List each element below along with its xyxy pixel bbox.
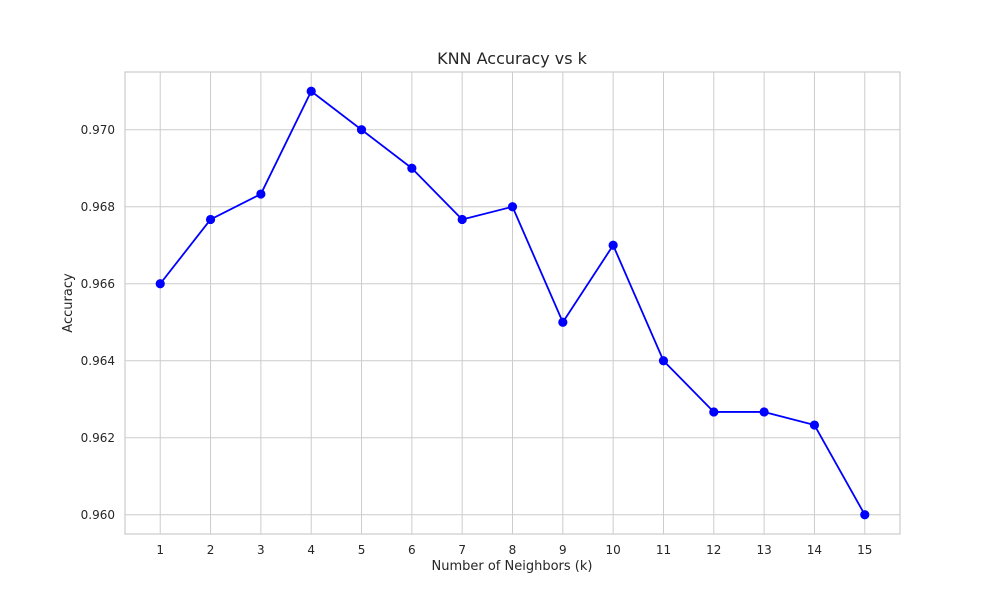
data-point — [608, 240, 618, 250]
x-tick-label: 14 — [807, 543, 822, 557]
y-tick-label: 0.962 — [81, 431, 115, 445]
data-point — [256, 189, 266, 199]
data-point — [507, 202, 518, 212]
grid — [125, 72, 900, 534]
y-axis: 0.960 0.962 0.964 0.966 0.968 0.970 — [81, 123, 115, 522]
x-axis: 1 2 3 4 5 6 7 8 9 10 11 12 13 14 15 — [156, 543, 872, 557]
x-tick-label: 7 — [458, 543, 466, 557]
y-tick-label: 0.964 — [81, 354, 115, 368]
data-point — [709, 407, 719, 417]
x-tick-label: 4 — [307, 543, 315, 557]
plot-frame — [124, 71, 901, 535]
y-tick-label: 0.966 — [81, 277, 115, 291]
x-axis-label: Number of Neighbors (k) — [432, 559, 593, 574]
x-tick-label: 9 — [559, 543, 567, 557]
x-tick-label: 13 — [756, 543, 771, 557]
data-point — [759, 407, 769, 417]
data-point — [457, 214, 467, 225]
x-tick-label: 5 — [358, 543, 366, 557]
data-point — [356, 125, 367, 135]
series — [155, 86, 870, 520]
chart-title: KNN Accuracy vs k — [437, 49, 588, 68]
data-point — [306, 86, 316, 96]
data-point — [860, 510, 870, 520]
y-tick-label: 0.960 — [81, 508, 115, 522]
data-point — [205, 214, 216, 225]
x-tick-label: 6 — [408, 543, 416, 557]
data-point — [809, 420, 820, 430]
x-tick-label: 3 — [257, 543, 265, 557]
y-axis-label: Accuracy — [61, 273, 76, 333]
x-tick-label: 15 — [857, 543, 872, 557]
x-tick-label: 11 — [656, 543, 671, 557]
y-tick-label: 0.968 — [81, 200, 115, 214]
x-tick-label: 1 — [156, 543, 164, 557]
data-point — [558, 317, 568, 327]
data-point — [155, 279, 165, 289]
data-point — [407, 163, 417, 173]
x-tick-label: 2 — [207, 543, 215, 557]
x-tick-label: 10 — [606, 543, 621, 557]
y-tick-label: 0.970 — [81, 123, 115, 137]
data-point — [658, 356, 669, 366]
x-tick-label: 12 — [706, 543, 721, 557]
x-tick-label: 8 — [509, 543, 517, 557]
